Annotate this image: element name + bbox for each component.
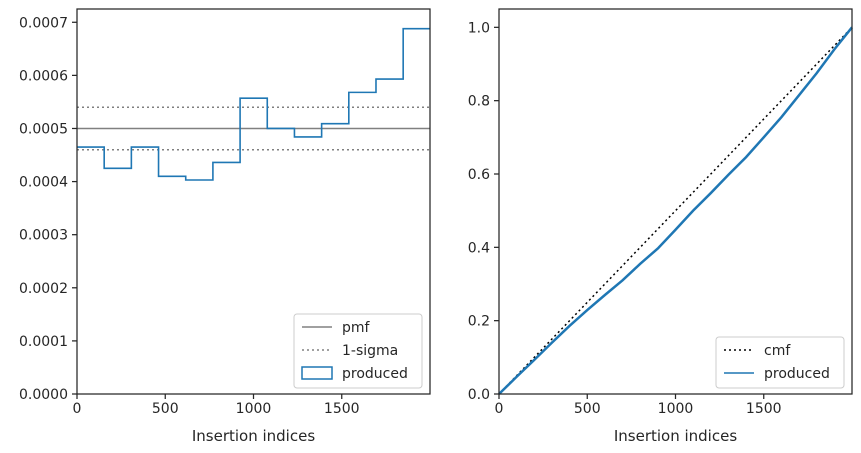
legend-label: produced xyxy=(342,366,408,382)
legend: pmf 1-sigma produced xyxy=(293,313,423,389)
y-tick-label: 0.8 xyxy=(468,94,490,110)
y-tick-label: 0.0000 xyxy=(19,387,68,403)
x-tick-label: 1000 xyxy=(658,401,694,417)
legend-label: produced xyxy=(764,366,830,382)
x-tick-label: 1000 xyxy=(236,401,272,417)
series-produced-line xyxy=(498,26,853,395)
legend-label: cmf xyxy=(764,343,791,359)
y-tick-label: 0.0005 xyxy=(19,121,68,137)
x-tick-label: 1500 xyxy=(324,401,360,417)
x-axis-label: Insertion indices xyxy=(614,427,737,445)
x-tick-label: 1500 xyxy=(746,401,782,417)
legend-label: pmf xyxy=(342,320,371,336)
x-tick-label: 500 xyxy=(574,401,601,417)
x-tick-label: 0 xyxy=(495,401,504,417)
legend-box xyxy=(293,313,423,389)
y-tick-label: 0.0007 xyxy=(19,15,68,31)
y-tick-label: 0.2 xyxy=(468,314,490,330)
legend-box xyxy=(715,336,845,389)
left-chart: 0 500 1000 1500 0.0000 0.0001 0.0002 0.0003 0.00… xyxy=(19,8,431,445)
right-chart: 0 500 1000 1500 0.0 0.2 0.4 0.6 0.8 1.0 Insertion … xyxy=(468,8,853,445)
legend: cmf produced xyxy=(715,336,845,389)
legend-label: 1-sigma xyxy=(342,343,398,359)
legend-swatch xyxy=(301,366,333,380)
y-tick-label: 0.0 xyxy=(468,387,490,403)
y-tick-label: 0.0002 xyxy=(19,281,68,297)
y-tick-label: 0.0003 xyxy=(19,228,68,244)
series-produced-step xyxy=(77,27,430,181)
x-tick-label: 0 xyxy=(73,401,82,417)
y-tick-label: 0.6 xyxy=(468,167,490,183)
x-tick-label: 500 xyxy=(152,401,179,417)
x-axis-label: Insertion indices xyxy=(192,427,315,445)
y-tick-label: 0.4 xyxy=(468,240,490,256)
plot-frame xyxy=(498,8,853,395)
y-tick-label: 1.0 xyxy=(468,20,490,36)
y-tick-label: 0.0006 xyxy=(19,68,68,84)
y-tick-label: 0.0001 xyxy=(19,334,68,350)
y-tick-label: 0.0004 xyxy=(19,175,68,191)
